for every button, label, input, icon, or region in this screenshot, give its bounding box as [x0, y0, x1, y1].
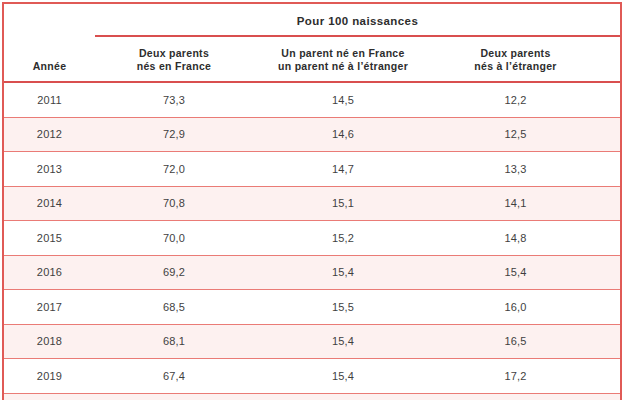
column-header-two-parents-abroad: Deux parents nés à l’étranger	[433, 37, 620, 81]
table-row-2012: 2012 72,9 14,6 12,5	[4, 118, 620, 153]
value-cell: 70,0	[95, 232, 253, 244]
value-cell: 17,2	[433, 370, 620, 382]
value-cell: 15,5	[253, 301, 433, 313]
value-cell: 14,7	[253, 163, 433, 175]
value-cell: 68,5	[95, 301, 253, 313]
value-cell: 15,4	[253, 335, 433, 347]
value-cell: 12,5	[433, 128, 620, 140]
year-cell: 2011	[4, 94, 95, 106]
table-row-2018: 2018 68,1 15,4 16,5	[4, 325, 620, 360]
year-cell: 2014	[4, 197, 95, 209]
value-cell: 16,5	[433, 335, 620, 347]
year-cell: 2017	[4, 301, 95, 313]
unit-header-underline	[95, 35, 620, 37]
year-cell: 2018	[4, 335, 95, 347]
value-cell: 15,4	[253, 266, 433, 278]
table-row-next-clipped	[4, 394, 620, 400]
year-cell: 2019	[4, 370, 95, 382]
table-row-2017: 2017 68,5 15,5 16,0	[4, 290, 620, 325]
value-cell: 14,1	[433, 197, 620, 209]
table-row-2014: 2014 70,8 15,1 14,1	[4, 187, 620, 222]
value-cell: 13,3	[433, 163, 620, 175]
value-cell: 15,4	[433, 266, 620, 278]
table-row-2019: 2019 67,4 15,4 17,2	[4, 359, 620, 394]
value-cell: 16,0	[433, 301, 620, 313]
births-statistics-table: Pour 100 naissances Année Deux parents n…	[2, 2, 622, 400]
value-cell: 15,2	[253, 232, 433, 244]
column-header-two-parents-france: Deux parents nés en France	[95, 37, 253, 81]
year-cell: 2013	[4, 163, 95, 175]
table-row-2016: 2016 69,2 15,4 15,4	[4, 256, 620, 291]
value-cell: 70,8	[95, 197, 253, 209]
table-row-2011: 2011 73,3 14,5 12,2	[4, 83, 620, 118]
unit-header-label: Pour 100 naissances	[95, 4, 620, 37]
value-cell: 14,5	[253, 94, 433, 106]
value-cell: 73,3	[95, 94, 253, 106]
page: Pour 100 naissances Année Deux parents n…	[0, 0, 640, 400]
value-cell: 68,1	[95, 335, 253, 347]
value-cell: 72,9	[95, 128, 253, 140]
value-cell: 14,8	[433, 232, 620, 244]
year-cell: 2015	[4, 232, 95, 244]
value-cell: 67,4	[95, 370, 253, 382]
value-cell: 15,1	[253, 197, 433, 209]
value-cell: 12,2	[433, 94, 620, 106]
value-cell: 69,2	[95, 266, 253, 278]
value-cell: 15,4	[253, 370, 433, 382]
column-header-one-parent-france: Un parent né en France un parent né à l’…	[253, 37, 433, 81]
column-header-year: Année	[4, 37, 95, 81]
table-spanning-header: Pour 100 naissances	[4, 4, 620, 37]
year-cell: 2016	[4, 266, 95, 278]
table-row-2013: 2013 72,0 14,7 13,3	[4, 152, 620, 187]
table-row-2015: 2015 70,0 15,2 14,8	[4, 221, 620, 256]
value-cell: 72,0	[95, 163, 253, 175]
column-header-row: Année Deux parents nés en France Un pare…	[4, 37, 620, 83]
year-cell: 2012	[4, 128, 95, 140]
value-cell: 14,6	[253, 128, 433, 140]
